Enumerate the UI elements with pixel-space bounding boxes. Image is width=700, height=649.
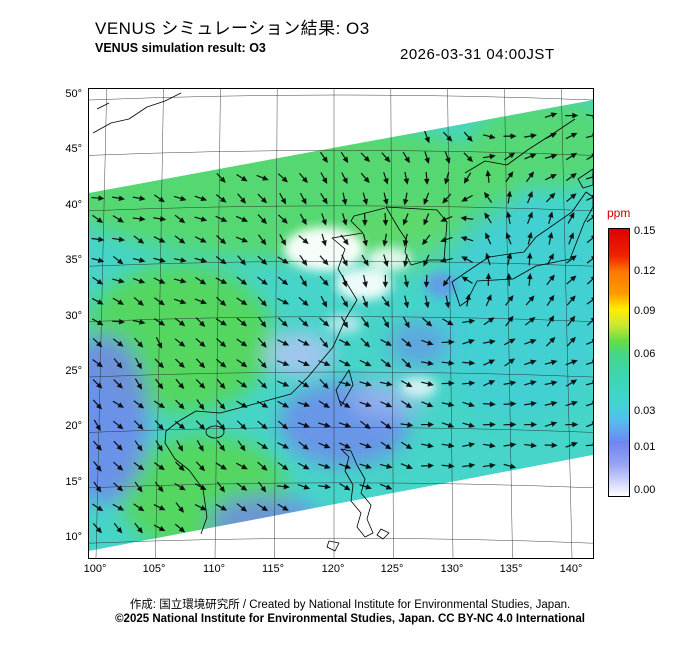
lon-tick-label: 100° xyxy=(83,563,107,575)
taiwan-coastline xyxy=(335,369,354,407)
inland-lake-shore xyxy=(96,102,110,110)
lon-tick-label: 110° xyxy=(203,563,225,575)
primorye-coastline xyxy=(464,118,576,174)
colorbar xyxy=(608,228,630,497)
lon-tick-label: 105° xyxy=(142,563,166,575)
lat-tick-label: 40° xyxy=(65,199,82,211)
timestamp: 2026-03-31 04:00JST xyxy=(400,46,555,63)
colorbar-tick-label: 0.00 xyxy=(634,484,656,496)
lat-tick-label: 20° xyxy=(65,420,82,432)
lon-tick-label: 125° xyxy=(380,563,404,575)
lat-tick-label: 50° xyxy=(65,88,82,100)
lat-tick-label: 35° xyxy=(65,254,82,266)
lat-tick-label: 10° xyxy=(65,531,82,543)
hokkaido-coastline xyxy=(577,168,593,189)
copyright-line: ©2025 National Institute for Environment… xyxy=(115,613,585,625)
lon-tick-label: 135° xyxy=(499,563,523,575)
philippines-coastline xyxy=(340,448,374,538)
ozone-concentration-field xyxy=(89,100,593,551)
colorbar-unit-label: ppm xyxy=(607,206,631,220)
colorbar-tick-label: 0.03 xyxy=(634,405,656,417)
lat-tick-label: 15° xyxy=(65,476,82,488)
lon-tick-label: 115° xyxy=(262,563,284,575)
colorbar-tick-label: 0.09 xyxy=(634,305,656,317)
inland-lake-shore xyxy=(92,92,182,134)
page-title-japanese: VENUS シミュレーション結果: O3 xyxy=(95,19,370,38)
lat-tick-label: 25° xyxy=(65,365,82,377)
lon-tick-label: 130° xyxy=(440,563,464,575)
credit-line: 作成: 国立環境研究所 / Created by National Instit… xyxy=(129,599,571,611)
colorbar-tick-label: 0.12 xyxy=(634,265,656,277)
hainan-coastline xyxy=(205,425,225,439)
simulation-map xyxy=(89,89,593,558)
japan-coastline xyxy=(451,191,593,307)
lon-tick-label: 120° xyxy=(321,563,345,575)
map-plot-area xyxy=(88,88,594,559)
korea-coastline xyxy=(385,206,448,266)
colorbar-tick-label: 0.15 xyxy=(634,225,656,237)
lat-tick-label: 30° xyxy=(65,310,82,322)
philippine-island xyxy=(376,528,390,540)
lon-tick-label: 140° xyxy=(559,563,583,575)
colorbar-tick-label: 0.01 xyxy=(634,441,656,453)
page-title-english: VENUS simulation result: O3 xyxy=(95,41,266,55)
lat-tick-label: 45° xyxy=(65,143,82,155)
philippine-island xyxy=(326,540,340,552)
colorbar-tick-label: 0.06 xyxy=(634,348,656,360)
